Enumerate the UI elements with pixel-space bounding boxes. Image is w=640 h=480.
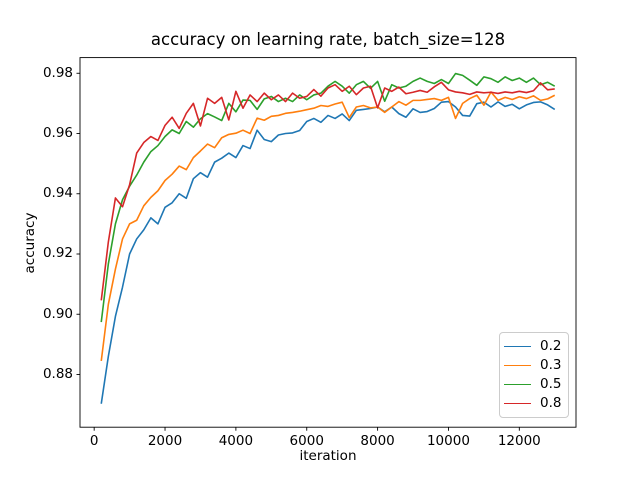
y-tick-label: 0.98: [42, 64, 73, 81]
legend-item: 0.3: [504, 356, 562, 373]
legend: 0.2 0.3 0.5 0.8: [499, 332, 569, 418]
x-tick-label: 6000: [289, 433, 324, 449]
x-tick-label: 8000: [360, 433, 395, 449]
legend-item-label: 0.3: [540, 356, 562, 373]
legend-line-sample: [504, 365, 531, 366]
series-line-0.5: [100, 72, 556, 323]
y-tick-label: 0.88: [42, 365, 73, 382]
x-tick-label: 0: [89, 433, 99, 449]
y-tick-label: 0.90: [42, 305, 73, 322]
x-tick-label: 2000: [147, 433, 183, 449]
chart-title: accuracy on learning rate, batch_size=12…: [150, 30, 506, 49]
series-line-0.2: [100, 100, 556, 404]
legend-line-sample: [504, 403, 531, 404]
y-tick-label: 0.94: [42, 185, 73, 202]
legend-item-label: 0.8: [540, 394, 562, 411]
x-tick-label: 4000: [218, 433, 254, 449]
legend-item: 0.8: [504, 394, 562, 411]
legend-item: 0.2: [504, 337, 562, 354]
axes-frame: [79, 57, 577, 428]
x-axis-label: iteration: [299, 448, 357, 464]
series-line-0.8: [100, 81, 555, 301]
series-line-0.3: [100, 91, 556, 362]
y-tick-label: 0.96: [42, 125, 73, 141]
legend-item-label: 0.2: [540, 337, 562, 354]
legend-item: 0.5: [504, 375, 562, 392]
legend-line-sample: [504, 384, 531, 385]
y-tick-label: 0.92: [42, 245, 73, 262]
x-tick-label: 12000: [497, 433, 541, 449]
legend-line-sample: [504, 346, 531, 347]
legend-item-label: 0.5: [540, 375, 562, 392]
x-tick-label: 10000: [426, 433, 470, 449]
